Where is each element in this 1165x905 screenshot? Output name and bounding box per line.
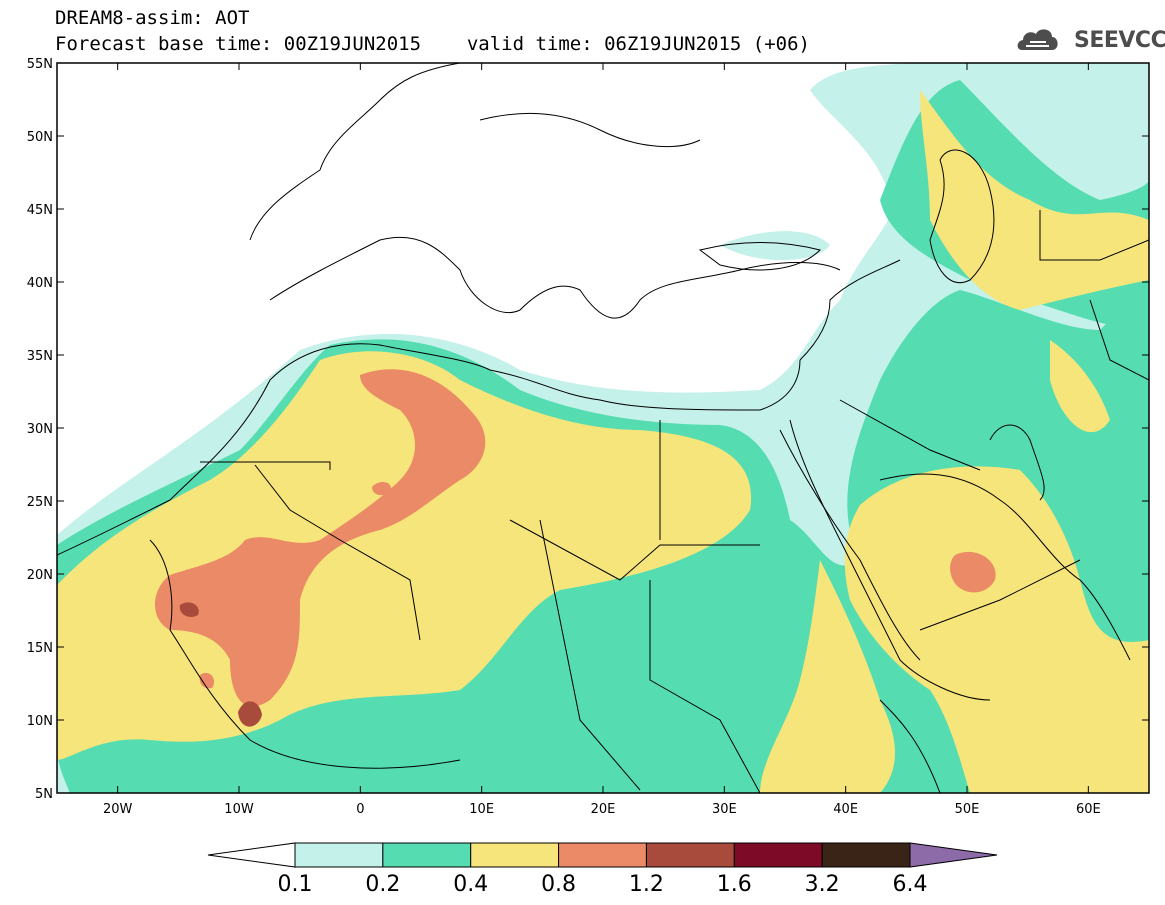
valid-time-label: valid time: 06Z19JUN2015 (+06): [466, 33, 810, 55]
lat-tick-label: 55N: [27, 57, 53, 72]
aot-field: [57, 63, 1149, 793]
colorbar-segment: [909, 842, 998, 868]
lat-tick-label: 40N: [27, 276, 53, 291]
lon-tick-label: 20E: [591, 802, 616, 817]
colorbar-segment: [207, 842, 296, 868]
colorbar-label: 0.4: [453, 872, 489, 897]
aot-contour-1.2-a: [179, 602, 199, 617]
lon-tick-label: 60E: [1076, 802, 1101, 817]
aot-contour-0.4-hoa: [760, 560, 895, 793]
map-title: DREAM8-assim: AOT: [55, 7, 250, 29]
lat-tick-label: 30N: [27, 422, 53, 437]
aot-contour-0.8-sahara: [155, 369, 486, 707]
colorbar-segment: [470, 842, 560, 868]
aot-contour-0.4-arabia: [844, 466, 1149, 793]
lon-tick-label: 0: [356, 802, 364, 817]
aot-contour-0.4-caspian: [920, 90, 1149, 310]
lat-tick-label: 5N: [35, 787, 53, 802]
colorbar-label: 3.2: [804, 872, 840, 897]
aot-contour-0.4-kuwait: [1050, 340, 1110, 433]
lat-tick-label: 10N: [27, 714, 53, 729]
colorbar-segment: [382, 842, 472, 868]
lon-tick-label: 40E: [833, 802, 858, 817]
colorbar-segment: [733, 842, 823, 868]
colorbar-label: 6.4: [892, 872, 928, 897]
aot-contour-0.8-small: [372, 481, 391, 496]
lat-tick-label: 50N: [27, 130, 53, 145]
longitude-axis: 20W 10W 0 10E 20E 30E 40E 50E 60E: [103, 63, 1101, 817]
lat-tick-label: 45N: [27, 203, 53, 218]
colorbar: [207, 842, 998, 868]
colorbar-label: 0.2: [365, 872, 401, 897]
colorbar-segment: [294, 842, 384, 868]
lon-tick-label: 10E: [469, 802, 494, 817]
aot-contour-1.2-b: [238, 701, 262, 727]
lon-tick-label: 20W: [103, 802, 133, 817]
colorbar-label: 0.8: [541, 872, 577, 897]
aot-contour-0.8-west: [199, 672, 215, 689]
colorbar-label: 0.1: [277, 872, 313, 897]
lat-tick-label: 15N: [27, 641, 53, 656]
colorbar-segment: [645, 842, 735, 868]
cloud-logo-icon: [1017, 29, 1058, 50]
lat-tick-label: 25N: [27, 495, 53, 510]
lon-tick-label: 30E: [712, 802, 737, 817]
lon-tick-label: 10W: [224, 802, 254, 817]
lat-tick-label: 35N: [27, 349, 53, 364]
lon-tick-label: 50E: [955, 802, 980, 817]
colorbar-segment: [821, 842, 911, 868]
colorbar-label: 1.2: [628, 872, 664, 897]
logo-text: SEEVCCC: [1074, 28, 1165, 53]
forecast-times: Forecast base time: 00Z19JUN2015 valid t…: [55, 33, 810, 55]
base-time-label: Forecast base time: 00Z19JUN2015: [55, 33, 422, 55]
colorbar-label: 1.6: [716, 872, 752, 897]
aot-contour-0.8-gulf: [950, 551, 996, 593]
latitude-axis: 55N 50N 45N 40N 35N 30N 25N 20N 15N 10N 5N: [27, 57, 1149, 802]
aot-contour-0.1-bsea: [720, 231, 830, 261]
colorbar-segment: [558, 842, 647, 868]
coastlines: [57, 63, 1149, 793]
lat-tick-label: 20N: [27, 568, 53, 583]
